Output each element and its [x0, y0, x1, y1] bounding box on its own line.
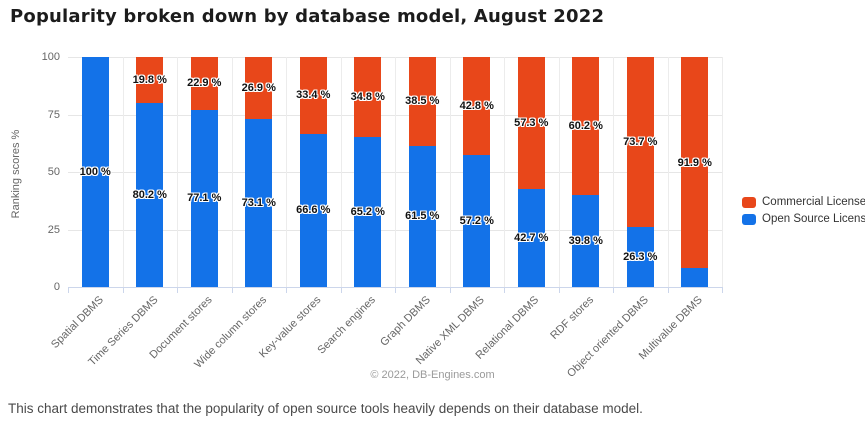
bar-value-label: 73.1 % — [241, 196, 276, 209]
y-axis-tick-label: 75 — [47, 108, 60, 121]
x-axis-label: Spatial DBMS — [48, 294, 106, 351]
bar-segment-open-source-license[interactable] — [190, 109, 218, 287]
stacked-bar-chart: Ranking scores % 0 25 50 75 100 100 % 80.2 % 19… — [10, 51, 865, 382]
gridline — [504, 57, 505, 287]
bar-value-label: 100 % — [79, 166, 111, 178]
legend-item-open-source[interactable]: Open Source License — [742, 213, 865, 225]
bar-segment-commercial-license[interactable] — [136, 57, 164, 103]
bar-value-label: 26.3 % — [623, 250, 658, 263]
x-axis-tick — [667, 287, 669, 293]
bar-value-label: 42.7 % — [514, 231, 549, 244]
gridline — [177, 57, 178, 287]
x-axis-tick — [395, 287, 396, 293]
bar-segment-open-source-license[interactable] — [245, 118, 273, 287]
x-axis-tick — [231, 287, 233, 293]
commercial-license-swatch-icon — [742, 196, 756, 208]
bar-value-label: 33.4 % — [296, 89, 331, 102]
x-axis-tick — [558, 287, 560, 293]
chart-title: Popularity broken down by database model… — [10, 6, 605, 27]
bar-segment-open-source-license[interactable] — [136, 102, 164, 287]
gridline — [340, 57, 342, 287]
gridline — [286, 57, 287, 287]
bar-segment-commercial-license[interactable] — [572, 57, 600, 196]
bar-segment-commercial-license[interactable] — [408, 57, 436, 146]
x-axis-tick — [613, 287, 614, 293]
bar-segment-commercial-license[interactable] — [354, 57, 382, 138]
bar-value-label: 77.1 % — [187, 192, 222, 205]
x-axis-tick — [340, 287, 342, 293]
bar-value-label: 66.6 % — [296, 204, 331, 217]
y-axis-tick-label: 25 — [47, 223, 60, 236]
x-axis-tick — [722, 287, 723, 293]
bar-segment-commercial-license[interactable] — [299, 57, 327, 134]
bar-value-label: 38.5 % — [405, 95, 440, 108]
gridline — [667, 57, 669, 287]
bar-value-label: 34.8 % — [350, 91, 385, 104]
page-caption: This chart demonstrates that the popular… — [8, 401, 643, 416]
gridline — [613, 57, 614, 287]
bar-segment-open-source-license[interactable] — [681, 268, 709, 287]
bar-segment-commercial-license[interactable] — [517, 57, 545, 189]
x-axis-tick — [504, 287, 505, 293]
bar-value-label: 57.2 % — [459, 215, 494, 228]
bar-value-label: 61.5 % — [405, 210, 440, 223]
bar-value-label: 80.2 % — [132, 188, 167, 201]
legend: Commercial License Open Source License — [742, 196, 865, 230]
bar-value-label: 65.2 % — [350, 206, 385, 219]
y-axis-tick-label: 100 — [41, 51, 60, 63]
x-axis-tick — [177, 287, 178, 293]
bar-segment-open-source-license[interactable] — [408, 145, 436, 287]
bar-segment-open-source-license[interactable] — [299, 133, 327, 287]
bar-value-label: 26.9 % — [241, 81, 276, 94]
gridline — [449, 57, 451, 287]
y-axis-tick-label: 50 — [47, 166, 60, 178]
gridline — [395, 57, 396, 287]
bar-value-label: 19.8 % — [132, 73, 167, 86]
bar-segment-commercial-license[interactable] — [681, 57, 709, 269]
bar-value-label: 73.7 % — [623, 135, 658, 148]
open-source-license-swatch-icon — [742, 213, 756, 225]
bar-segment-open-source-license[interactable] — [354, 137, 382, 287]
bar-segment-open-source-license[interactable] — [517, 188, 545, 287]
gridline — [722, 57, 723, 287]
y-axis-tick-label: 0 — [53, 281, 60, 293]
legend-label-commercial: Commercial License — [762, 196, 865, 208]
bar-segment-open-source-license[interactable] — [81, 57, 109, 287]
x-axis-tick — [122, 287, 124, 293]
x-axis-label: Search engines — [315, 294, 379, 357]
x-axis-tick — [68, 287, 69, 293]
x-axis-label: Graph DBMS — [377, 294, 433, 349]
bar-segment-open-source-license[interactable] — [626, 226, 654, 287]
chart-credits: © 2022, DB-Engines.com — [370, 369, 495, 381]
x-axis-tick — [286, 287, 287, 293]
bar-value-label: 91.9 % — [677, 156, 712, 169]
bar-segment-open-source-license[interactable] — [572, 195, 600, 287]
bar-segment-commercial-license[interactable] — [626, 57, 654, 227]
bar-segment-commercial-license[interactable] — [245, 57, 273, 119]
bar-segment-commercial-license[interactable] — [463, 57, 491, 156]
legend-label-open-source: Open Source License — [762, 213, 865, 225]
bar-value-label: 22.9 % — [187, 77, 222, 90]
x-axis-tick — [449, 287, 451, 293]
gridline — [231, 57, 233, 287]
bar-value-label: 57.3 % — [514, 116, 549, 129]
legend-item-commercial[interactable]: Commercial License — [742, 196, 865, 208]
bar-value-label: 60.2 % — [568, 120, 603, 133]
x-axis-label: RDF stores — [548, 294, 597, 342]
bar-value-label: 42.8 % — [459, 100, 494, 113]
bar-segment-commercial-license[interactable] — [190, 57, 218, 110]
bar-segment-open-source-license[interactable] — [463, 155, 491, 287]
bar-value-label: 39.8 % — [568, 235, 603, 248]
gridline — [558, 57, 560, 287]
gridline — [122, 57, 124, 287]
